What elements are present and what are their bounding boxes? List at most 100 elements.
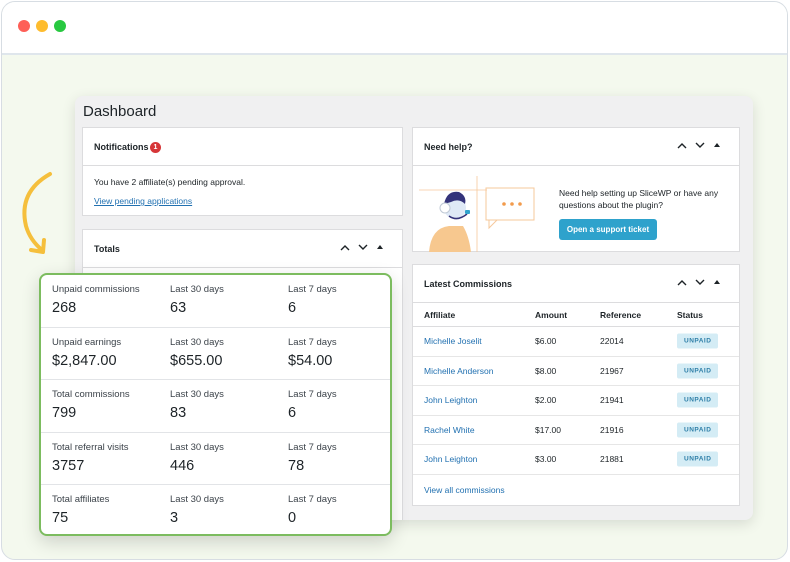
stat-value-7-days: 78 [288, 457, 305, 474]
stat-label: Unpaid commissions [52, 284, 140, 295]
totals-row: Total affiliates 75 Last 30 days 3 Last 7 … [41, 485, 390, 534]
column-header-reference[interactable]: Reference [600, 309, 642, 320]
stat-value: 75 [52, 510, 69, 526]
stat-label-7-days: Last 7 days [288, 494, 337, 505]
stat-label: Unpaid earnings [52, 336, 122, 348]
totals-row: Total commissions 799 Last 30 days 83 Last… [41, 380, 390, 433]
reference-cell: 21967 [600, 365, 624, 376]
maximize-window-button[interactable] [54, 20, 66, 32]
amount-cell: $8.00 [535, 365, 557, 376]
chevron-up-icon[interactable] [677, 277, 687, 288]
stat-value-7-days: $54.00 [288, 352, 333, 369]
stat-value-30-days: 83 [170, 405, 187, 421]
stat-value-7-days: 6 [288, 300, 297, 316]
notification-count-badge: 1 [150, 142, 161, 153]
affiliate-link[interactable]: Michelle Joselit [424, 336, 482, 347]
notifications-title: Notifications [94, 142, 149, 152]
table-row: Rachel White $17.00 21916 UNPAID [413, 416, 739, 445]
latest-commissions-card: Latest Commissions Affiliate Amount Refe… [412, 264, 740, 506]
column-header-affiliate[interactable]: Affiliate [424, 309, 456, 320]
amount-cell: $17.00 [535, 424, 561, 435]
amount-cell: $6.00 [535, 336, 557, 347]
stat-label-30-days: Last 30 days [170, 389, 224, 400]
need-help-text: Need help setting up SliceWP or have any… [559, 188, 719, 210]
affiliate-link[interactable]: Rachel White [424, 424, 475, 435]
need-help-card: Need help? Need help se [412, 127, 740, 252]
stat-value: 799 [52, 405, 77, 421]
stat-value-7-days: 6 [288, 405, 297, 421]
totals-row: Unpaid earnings $2,847.00 Last 30 days $65… [41, 328, 390, 380]
table-row: Michelle Anderson $8.00 21967 UNPAID [413, 357, 739, 386]
notification-message: You have 2 affiliate(s) pending approval… [94, 177, 246, 187]
stat-label-30-days: Last 30 days [170, 284, 224, 295]
browser-titlebar [2, 2, 787, 55]
chevron-down-icon[interactable] [695, 140, 705, 151]
stat-value: 268 [52, 300, 77, 316]
need-help-title: Need help? [424, 142, 473, 152]
view-all-commissions-link[interactable]: View all commissions [424, 485, 505, 495]
view-pending-applications-link[interactable]: View pending applications [94, 196, 193, 206]
chevron-down-icon[interactable] [358, 242, 368, 253]
reference-cell: 22014 [600, 336, 624, 347]
stat-value: 3757 [52, 457, 85, 474]
commissions-table-header: Affiliate Amount Reference Status [413, 303, 739, 327]
stat-label-7-days: Last 7 days [288, 336, 337, 348]
chevron-up-icon[interactable] [677, 140, 687, 151]
close-window-button[interactable] [18, 20, 30, 32]
amount-cell: $3.00 [535, 454, 557, 465]
reference-cell: 21916 [600, 424, 624, 435]
latest-commissions-card-header: Latest Commissions [413, 265, 739, 303]
stat-value-7-days: 0 [288, 510, 297, 526]
stat-value-30-days: 63 [170, 300, 187, 316]
stat-label: Total referral visits [52, 441, 129, 453]
column-header-amount[interactable]: Amount [535, 309, 568, 320]
notifications-card: Notifications 1 You have 2 affiliate(s) … [82, 127, 403, 216]
affiliate-link[interactable]: John Leighton [424, 395, 478, 406]
page-title: Dashboard [83, 103, 157, 120]
totals-title: Totals [94, 244, 120, 254]
support-agent-illustration [419, 176, 535, 252]
open-support-ticket-button[interactable]: Open a support ticket [559, 219, 657, 240]
stat-label-30-days: Last 30 days [170, 494, 224, 505]
latest-commissions-card-controls [677, 277, 726, 288]
affiliate-link[interactable]: Michelle Anderson [424, 365, 494, 376]
status-badge: UNPAID [677, 333, 719, 349]
totals-row: Unpaid commissions 268 Last 30 days 63 Las… [41, 275, 390, 328]
status-badge: UNPAID [677, 422, 719, 438]
notifications-card-header: Notifications 1 [83, 128, 402, 166]
stat-label-30-days: Last 30 days [170, 441, 224, 453]
reference-cell: 21941 [600, 395, 624, 406]
affiliate-link[interactable]: John Leighton [424, 454, 478, 465]
totals-row: Total referral visits 3757 Last 30 days 44… [41, 433, 390, 485]
table-row: Michelle Joselit $6.00 22014 UNPAID [413, 327, 739, 357]
totals-card-header: Totals [83, 230, 402, 268]
stat-label-7-days: Last 7 days [288, 389, 337, 400]
table-row: John Leighton $3.00 21881 UNPAID [413, 445, 739, 475]
minimize-window-button[interactable] [36, 20, 48, 32]
totals-highlight-panel: Unpaid commissions 268 Last 30 days 63 Las… [39, 273, 392, 536]
stat-value-30-days: 3 [170, 510, 179, 526]
reference-cell: 21881 [600, 454, 624, 465]
triangle-up-icon[interactable] [713, 277, 721, 288]
need-help-card-header: Need help? [413, 128, 739, 166]
latest-commissions-title: Latest Commissions [424, 279, 513, 289]
chevron-down-icon[interactable] [695, 277, 705, 288]
table-row: John Leighton $2.00 21941 UNPAID [413, 386, 739, 416]
triangle-up-icon[interactable] [376, 242, 384, 253]
stat-label-7-days: Last 7 days [288, 284, 337, 295]
status-badge: UNPAID [677, 392, 719, 408]
status-badge: UNPAID [677, 451, 719, 467]
stat-value: $2,847.00 [52, 352, 117, 369]
stat-label: Total affiliates [52, 494, 110, 505]
stat-value-30-days: 446 [170, 457, 195, 474]
status-badge: UNPAID [677, 363, 719, 379]
need-help-card-controls [677, 140, 726, 151]
triangle-up-icon[interactable] [713, 140, 721, 151]
stat-value-30-days: $655.00 [170, 352, 223, 369]
column-header-status[interactable]: Status [677, 309, 703, 320]
stat-label-30-days: Last 30 days [170, 336, 224, 348]
curved-arrow-icon [22, 172, 52, 254]
totals-card-controls [340, 242, 389, 253]
chevron-up-icon[interactable] [340, 242, 350, 253]
amount-cell: $2.00 [535, 395, 557, 406]
